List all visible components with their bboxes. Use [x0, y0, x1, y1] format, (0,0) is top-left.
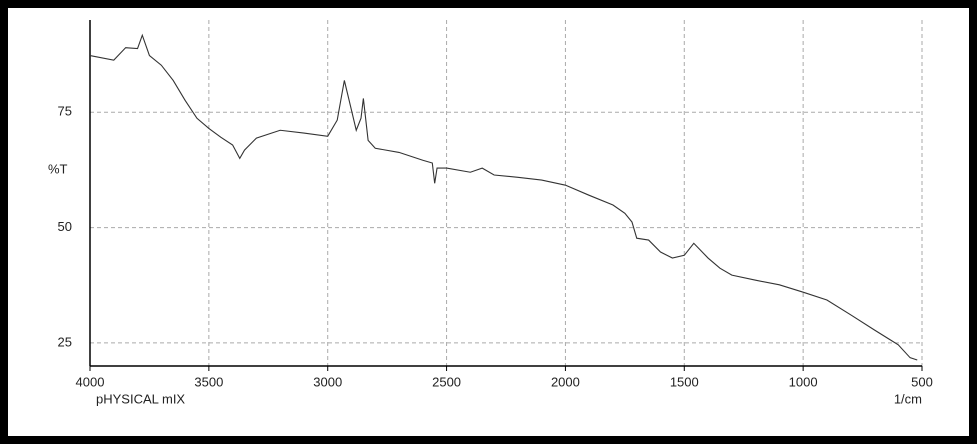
x-tick-label: 500 [911, 374, 933, 389]
y-tick-label: 75 [58, 104, 72, 119]
x-tick-label: 1500 [670, 374, 699, 389]
x-tick-label: 2000 [551, 374, 580, 389]
y-tick-label: 50 [58, 219, 72, 234]
x-tick-label: 4000 [76, 374, 105, 389]
y-tick-label: 25 [58, 334, 72, 349]
y-axis-label: %T [48, 161, 68, 176]
x-tick-label: 3000 [313, 374, 342, 389]
x-tick-label: 1000 [789, 374, 818, 389]
annotation: pHYSICAL mIX [96, 391, 185, 406]
x-axis-label: 1/cm [894, 391, 922, 406]
x-tick-label: 2500 [432, 374, 461, 389]
x-tick-label: 3500 [194, 374, 223, 389]
spectrum-line [89, 33, 918, 361]
